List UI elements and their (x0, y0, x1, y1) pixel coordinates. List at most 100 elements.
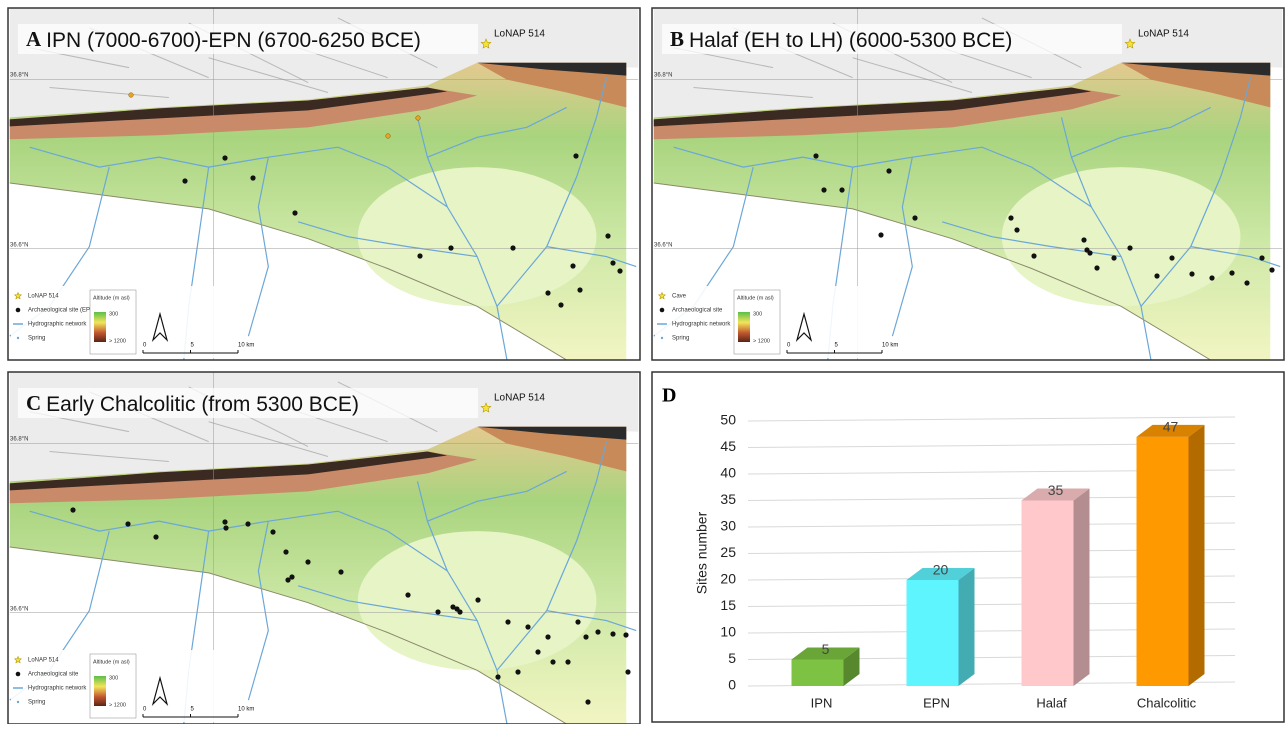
site-dot (510, 245, 515, 250)
bar (792, 660, 844, 687)
panel-title: AIPN (7000-6700)-EPN (6700-6250 BCE) (26, 27, 421, 52)
site-dot (575, 619, 580, 624)
value-label: 47 (1163, 419, 1179, 435)
x-tick-label: Halaf (1036, 695, 1067, 710)
site-dot (1169, 255, 1174, 260)
altitude-low: 300 (109, 675, 118, 681)
scale-label: 10 km (238, 707, 254, 713)
bar (907, 580, 959, 686)
site-dot (1008, 215, 1013, 220)
site-dot (623, 632, 628, 637)
legend-spring (661, 337, 663, 339)
site-dot (573, 153, 578, 158)
site-dot (515, 669, 520, 674)
site-dot (417, 253, 422, 258)
y-tick-label: 0 (728, 677, 736, 693)
panel-label: A (26, 27, 42, 51)
site-dot (405, 592, 410, 597)
site-dot (1031, 253, 1036, 258)
value-label: 20 (933, 562, 949, 578)
site-dot (550, 659, 555, 664)
value-label: 35 (1048, 482, 1064, 498)
bar (1022, 501, 1074, 687)
altitude-high: > 1200 (109, 702, 126, 708)
site-dot (610, 260, 615, 265)
site-dot (585, 699, 590, 704)
legend-label: Hydrographic network (28, 686, 87, 692)
site-dot (912, 215, 917, 220)
site-dot (222, 155, 227, 160)
altitude-high: > 1200 (109, 338, 126, 344)
site-dot (605, 233, 610, 238)
legend-label: Hydrographic network (672, 322, 731, 328)
site-dot-epn (129, 93, 134, 98)
y-tick-label: 40 (720, 465, 736, 481)
legend-dot (16, 308, 21, 313)
site-dot (250, 175, 255, 180)
site-dot (878, 232, 883, 237)
site-dot (545, 290, 550, 295)
y-tick-label: 35 (720, 491, 736, 507)
panel-title-text: Halaf (EH to LH) (6000-5300 BCE) (689, 29, 1012, 52)
legend-label: Cave (672, 294, 687, 300)
legend-spring (17, 701, 19, 703)
y-tick-label: 30 (720, 518, 736, 534)
legend-label: Hydrographic network (28, 322, 87, 328)
site-label: LoNAP 514 (1138, 29, 1189, 40)
site-dot (270, 529, 275, 534)
lat-label: 36.8°N (10, 73, 28, 79)
value-label: 5 (822, 641, 830, 657)
site-label: LoNAP 514 (494, 393, 545, 404)
legend-label: Archaeological site (28, 672, 79, 678)
legend-spring (17, 337, 19, 339)
y-tick-label: 15 (720, 597, 736, 613)
site-dot (570, 263, 575, 268)
altitude-title: Altitude (m asl) (93, 659, 130, 665)
site-dot (1087, 250, 1092, 255)
site-dot (558, 302, 563, 307)
scale-label: 10 km (882, 343, 898, 349)
legend-label: Archaeological site (EPN ) (28, 308, 98, 314)
site-dot (1244, 280, 1249, 285)
site-dot (821, 187, 826, 192)
site-dot (292, 210, 297, 215)
site-dot (245, 521, 250, 526)
site-dot (839, 187, 844, 192)
x-tick-label: IPN (811, 695, 833, 710)
panel-label: C (26, 391, 41, 415)
site-dot (1111, 255, 1116, 260)
site-dot-epn (386, 134, 391, 139)
site-dot (435, 609, 440, 614)
altitude-title: Altitude (m asl) (737, 295, 774, 301)
y-axis-title: Sites number (694, 511, 710, 594)
site-dot (1014, 227, 1019, 232)
site-dot (525, 624, 530, 629)
site-dot (125, 521, 130, 526)
site-dot (886, 168, 891, 173)
site-dot (338, 569, 343, 574)
site-dot-epn (416, 116, 421, 121)
bar-side (1074, 489, 1090, 687)
site-dot (610, 631, 615, 636)
site-dot (1081, 237, 1086, 242)
site-dot (577, 287, 582, 292)
legend-label: Spring (672, 336, 689, 342)
site-dot (153, 534, 158, 539)
lat-label: 36.6°N (10, 243, 28, 249)
site-dot (617, 268, 622, 273)
site-dot (285, 577, 290, 582)
y-tick-label: 5 (728, 650, 736, 666)
altitude-high: > 1200 (753, 338, 770, 344)
site-dot (1229, 270, 1234, 275)
lat-label: 36.8°N (10, 437, 28, 443)
legend-label: LoNAP 514 (28, 294, 59, 300)
altitude-bar (738, 312, 750, 342)
x-tick-label: EPN (923, 695, 950, 710)
map-panel: CEarly Chalcolitic (from 5300 BCE)LoNAP … (8, 372, 640, 724)
y-tick-label: 45 (720, 438, 736, 454)
y-tick-label: 20 (720, 571, 736, 587)
altitude-low: 300 (109, 311, 118, 317)
map-panel: AIPN (7000-6700)-EPN (6700-6250 BCE) LoNA… (8, 8, 640, 360)
